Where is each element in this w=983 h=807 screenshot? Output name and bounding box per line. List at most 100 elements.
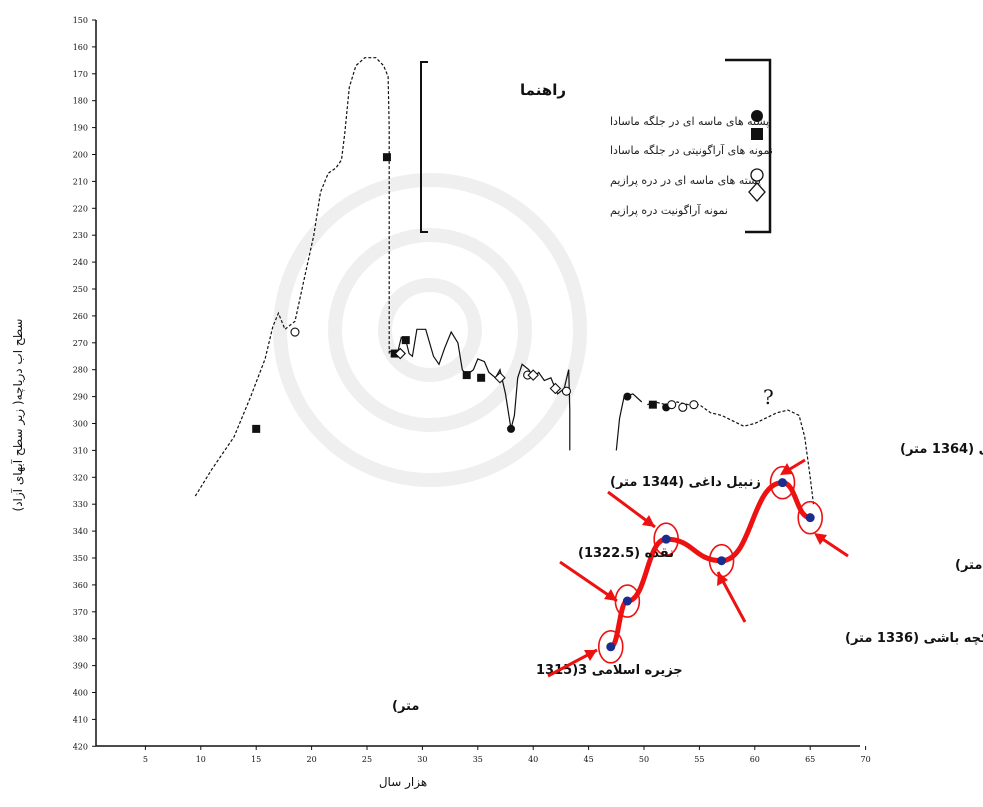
x-tick-label: 30 <box>417 755 427 764</box>
sample-points <box>252 153 699 433</box>
legend-marker-open-circle <box>750 168 764 182</box>
y-tick-label: 350 <box>73 554 88 563</box>
open-diamond-point <box>394 347 407 360</box>
legend-title: راهنما <box>520 81 566 99</box>
curve-segment-5 <box>647 401 815 505</box>
x-tick-label: 50 <box>639 755 649 764</box>
highlight-point-3 <box>661 534 671 544</box>
highlight-ring-5 <box>769 465 796 500</box>
y-tick-label: 150 <box>73 16 88 25</box>
highlight-point-5 <box>778 478 787 488</box>
y-tick-label: 240 <box>73 258 88 267</box>
legend: راهنما پشته های ماسه ای در جلگه ماسادا ن… <box>420 58 773 234</box>
y-tick-label: 180 <box>73 97 88 106</box>
y-tick-label: 300 <box>73 420 88 429</box>
annotation-arrow-4-head <box>717 572 728 586</box>
open-circle-point <box>561 386 571 396</box>
y-axis-label: سطح اب دریاچه( زیر سطح آبهای آزاد) <box>10 319 26 512</box>
y-tick-label: 220 <box>73 204 88 213</box>
legend-marker-filled-circle <box>751 110 763 122</box>
y-tick-label: 210 <box>73 177 88 186</box>
annotation-arrow-2-head <box>604 589 617 601</box>
legend-marker-open-diamond <box>748 182 766 202</box>
y-tick-label: 200 <box>73 151 88 160</box>
y-tick-label: 400 <box>73 689 88 698</box>
annotation-label-2: نقده (1322.5) <box>578 546 674 561</box>
filled-circle-point <box>623 392 632 401</box>
question-mark: ? <box>763 385 774 409</box>
y-tick-label: 160 <box>73 43 88 52</box>
open-circle-point <box>667 400 677 410</box>
x-tick-label: 70 <box>861 755 871 764</box>
open-diamond-point <box>549 382 562 395</box>
filled-square-point <box>252 424 261 433</box>
y-tick-label: 340 <box>73 527 88 536</box>
annotation-label-5: دمیرچی (1364 متر) <box>900 442 983 457</box>
x-tick-label: 55 <box>694 755 704 764</box>
highlight-ring-3 <box>653 522 679 556</box>
x-tick-label: 35 <box>473 755 483 764</box>
x-tick-label: 10 <box>196 755 206 764</box>
y-tick-label: 230 <box>73 231 88 240</box>
annotation-label-4: کچه باشی (1336 متر) <box>845 631 983 646</box>
y-tick-label: 280 <box>73 366 88 375</box>
y-tick-label: 170 <box>73 70 88 79</box>
annotation-label-3: زنبیل داغی (1344 متر) <box>610 475 761 490</box>
highlight-point-6 <box>805 513 815 523</box>
x-tick-label: 25 <box>362 755 372 764</box>
x-tick-label: 65 <box>805 755 815 764</box>
open-diamond-point <box>494 371 506 384</box>
highlight-point-4 <box>717 556 727 566</box>
highlight-point-2 <box>622 596 632 606</box>
legend-label-4: نمونه آراگونیت دره پرازیم <box>610 203 728 217</box>
x-tick-label: 60 <box>750 755 760 764</box>
annotation-arrow-5-head <box>780 463 793 475</box>
open-diamond-point <box>527 369 539 381</box>
filled-circle-point <box>507 424 516 433</box>
highlight-ring-6 <box>797 500 824 535</box>
y-tick-label: 250 <box>73 285 88 294</box>
y-tick-label: 360 <box>73 581 88 590</box>
x-tick-label: 15 <box>251 755 261 764</box>
highlight-series <box>597 465 824 664</box>
open-circle-point <box>689 400 699 410</box>
y-tick-label: 290 <box>73 393 88 402</box>
x-axis-ticks: 5 10 15 20 25 30 35 40 45 50 55 60 65 70 <box>143 746 871 764</box>
annotation-arrow-1-head <box>584 650 597 661</box>
legend-bracket-right <box>725 58 772 234</box>
y-tick-label: 420 <box>73 742 88 751</box>
annotation-label-6: سلماس (1354 متر) <box>955 558 983 573</box>
filled-square-point <box>477 373 486 382</box>
y-axis-ticks: 150 160 170 180 190 200 210 220 230 240 250 260 270 2… <box>73 16 96 751</box>
legend-bracket-left <box>420 61 428 233</box>
legend-label-1: پشته های ماسه ای در جلگه ماسادا <box>610 115 769 128</box>
filled-square-point <box>648 400 657 409</box>
y-tick-label: 270 <box>73 339 88 348</box>
x-tick-label: 20 <box>307 755 317 764</box>
y-tick-label: 370 <box>73 608 88 617</box>
legend-marker-filled-square <box>751 128 763 140</box>
watermark-ornament <box>273 173 587 487</box>
annotation-arrow-6-head <box>814 533 827 545</box>
highlight-ring-1 <box>597 629 624 664</box>
legend-label-3: پشته های ماسه ای در دره پرازیم <box>610 174 761 187</box>
curve-segment-3 <box>568 369 571 451</box>
y-tick-label: 320 <box>73 473 88 482</box>
annotation-label-1: جزیره اسلامی 3(1315 <box>536 663 683 678</box>
open-circle-point <box>290 327 300 337</box>
y-tick-label: 380 <box>73 635 88 644</box>
annotations: جزیره اسلامی 3(1315 متر) نقده (1322.5) ز… <box>392 442 983 714</box>
annotation-arrow-3-head <box>642 515 655 527</box>
y-tick-label: 310 <box>73 446 88 455</box>
x-tick-label: 45 <box>584 755 594 764</box>
y-tick-label: 330 <box>73 500 88 509</box>
annotation-label-1b: متر) <box>392 699 419 714</box>
filled-square-point <box>401 336 410 345</box>
highlight-point-1 <box>606 642 616 652</box>
legend-label-2: نمونه های آراگونیتی در جلگه ماسادا <box>610 143 773 157</box>
x-tick-label: 5 <box>143 755 148 764</box>
y-tick-label: 260 <box>73 312 88 321</box>
y-tick-label: 410 <box>73 715 88 724</box>
filled-square-point <box>382 153 391 162</box>
